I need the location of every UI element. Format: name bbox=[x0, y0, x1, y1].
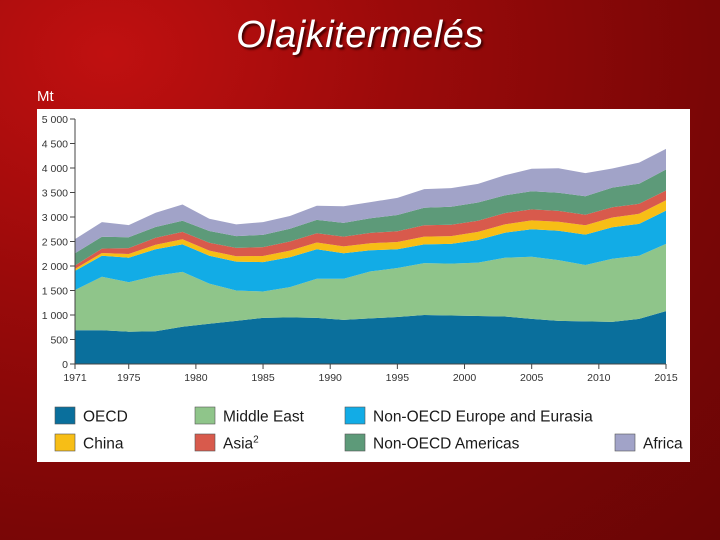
area-series-5 bbox=[75, 169, 666, 266]
y-tick-label: 1 500 bbox=[42, 286, 68, 298]
legend-label: OECD bbox=[83, 409, 128, 426]
legend-swatch bbox=[54, 406, 76, 425]
y-tick-label: 5 000 bbox=[42, 114, 68, 126]
y-tick-label: 4 000 bbox=[42, 163, 68, 175]
x-tick-label: 1995 bbox=[386, 372, 410, 384]
legend-swatch bbox=[614, 433, 636, 452]
chart-panel: 0 500 1 000 1 500 2 000 2 500 3 000 3 500 4 000 4… bbox=[37, 109, 690, 462]
x-tick-label: 1980 bbox=[184, 372, 208, 384]
chart-axes: 0 500 1 000 1 500 2 000 2 500 3 000 3 500 4 000 4… bbox=[42, 114, 678, 384]
y-tick-label: 3 500 bbox=[42, 188, 68, 200]
stacked-area-chart: 0 500 1 000 1 500 2 000 2 500 3 000 3 500 4 000 4… bbox=[42, 114, 683, 453]
y-tick-label: 4 500 bbox=[42, 139, 68, 151]
legend-label: Middle East bbox=[223, 409, 305, 426]
legend-label: Asia2 bbox=[223, 435, 259, 453]
y-tick-label: 500 bbox=[50, 335, 68, 347]
y-tick-label: 2 000 bbox=[42, 261, 68, 273]
legend-swatch bbox=[54, 433, 76, 452]
y-tick-label: 0 bbox=[62, 359, 68, 371]
legend-label: Africa bbox=[643, 436, 683, 453]
legend-swatch bbox=[344, 406, 366, 425]
x-tick-label: 1971 bbox=[63, 372, 87, 384]
y-tick-label: 2 500 bbox=[42, 237, 68, 249]
slide-title: Olajkitermelés bbox=[236, 14, 484, 56]
area-series-6 bbox=[75, 148, 666, 254]
y-tick-label: 3 000 bbox=[42, 212, 68, 224]
x-tick-label: 2000 bbox=[453, 372, 477, 384]
legend-label: China bbox=[83, 436, 124, 453]
x-tick-label: 2010 bbox=[587, 372, 611, 384]
legend-swatch bbox=[344, 433, 366, 452]
x-tick-label: 2005 bbox=[520, 372, 544, 384]
chart-legend: OECD Middle East Non-OECD Europe and Euras… bbox=[54, 406, 683, 453]
y-tick-label: 1 000 bbox=[42, 310, 68, 322]
area-series-1 bbox=[75, 243, 666, 332]
chart-areas bbox=[75, 148, 666, 364]
x-tick-label: 1990 bbox=[319, 372, 343, 384]
area-series-4 bbox=[75, 190, 666, 269]
legend-label: Non-OECD Americas bbox=[373, 436, 520, 453]
x-tick-label: 2015 bbox=[654, 372, 678, 384]
x-tick-label: 1975 bbox=[117, 372, 141, 384]
legend-swatch bbox=[194, 433, 216, 452]
legend-label: Non-OECD Europe and Eurasia bbox=[373, 409, 593, 426]
x-tick-label: 1985 bbox=[251, 372, 275, 384]
y-unit-label: Mt bbox=[37, 88, 54, 105]
legend-swatch bbox=[194, 406, 216, 425]
area-series-0 bbox=[75, 311, 666, 364]
area-series-2 bbox=[75, 210, 666, 292]
